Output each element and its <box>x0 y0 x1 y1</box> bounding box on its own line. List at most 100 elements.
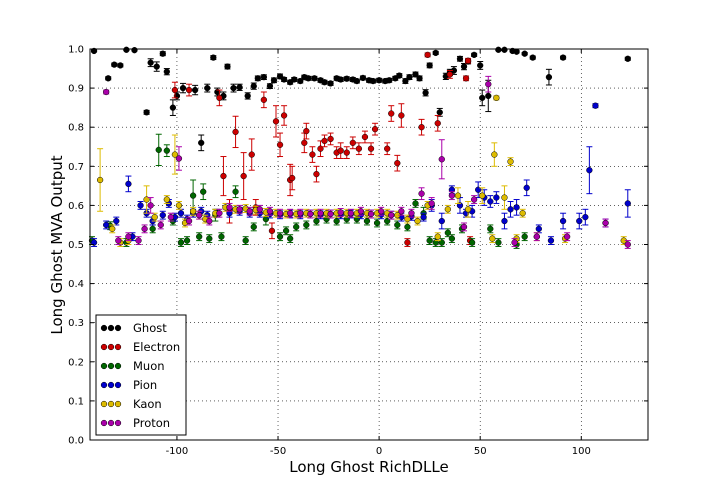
legend-proton-label: Proton <box>133 416 170 430</box>
ghost-point <box>230 84 237 92</box>
pion-point <box>582 213 589 221</box>
ghost-point <box>521 50 528 57</box>
legend-muon-marker <box>100 362 108 370</box>
kaon-point <box>143 196 150 203</box>
ghost-point <box>353 77 361 85</box>
pion-point <box>576 217 583 225</box>
electron-point <box>303 127 310 135</box>
ghost-point <box>291 76 298 83</box>
muon-point <box>183 237 191 244</box>
electron-point <box>464 57 472 64</box>
electron-point <box>343 149 350 156</box>
legend: Ghost Electron Muon Pion Kaon Proton <box>95 314 187 436</box>
proton-point <box>327 210 334 218</box>
muon-point <box>313 217 320 225</box>
legend-pion-marker <box>114 381 122 389</box>
electron-point <box>394 160 401 167</box>
legend-electron-label: Electron <box>133 340 180 354</box>
legend-ghost-label: Ghost <box>133 321 167 335</box>
y-tick-label: 0.7 <box>68 162 84 173</box>
ghost-point <box>270 77 278 84</box>
electron-point <box>171 86 179 94</box>
ghost-point <box>559 54 567 61</box>
proton-point <box>563 233 571 240</box>
proton-point <box>276 210 284 217</box>
pion-point <box>438 217 445 225</box>
kaon-point <box>454 192 462 199</box>
electron-point <box>388 110 395 117</box>
ghost-point <box>432 49 439 57</box>
legend-kaon-marker <box>100 400 108 408</box>
kaon-point <box>171 151 179 158</box>
proton-point <box>135 237 142 244</box>
muon-point <box>521 233 528 240</box>
proton-point <box>115 237 122 244</box>
electron-point <box>317 145 324 152</box>
electron-point <box>384 145 391 152</box>
ghost-point <box>153 63 160 70</box>
kaon-point <box>96 176 104 184</box>
ghost-point <box>416 75 423 82</box>
ghost-point <box>266 82 274 90</box>
kaon-point <box>519 210 526 217</box>
legend-pion-marker <box>100 381 108 389</box>
proton-point <box>287 210 294 217</box>
proton-point <box>438 156 445 163</box>
electron-point <box>327 135 334 143</box>
x-tick-label: -50 <box>270 446 286 457</box>
ghost-point <box>501 46 508 53</box>
proton-point <box>448 192 456 199</box>
pion-point <box>113 217 120 225</box>
electron-point <box>367 145 375 152</box>
muon-point <box>404 223 411 231</box>
proton-point <box>418 190 425 197</box>
electron-point <box>216 94 223 102</box>
proton-point <box>216 210 223 217</box>
muon-point <box>438 239 445 246</box>
muon-point <box>177 239 185 246</box>
pion-point <box>487 198 494 205</box>
pion-point <box>507 206 514 213</box>
muon-point <box>426 237 433 244</box>
ghost-point <box>111 61 118 68</box>
muon-point <box>282 227 290 234</box>
kaon-point <box>434 233 441 240</box>
muon-point <box>363 217 371 225</box>
proton-point <box>266 208 274 215</box>
ghost-point <box>214 88 221 96</box>
muon-point <box>149 225 156 233</box>
kaon-point <box>414 217 421 225</box>
ghost-point <box>460 63 468 70</box>
ghost-point <box>477 62 484 69</box>
electron-point <box>337 147 344 154</box>
x-tick-label: 100 <box>572 446 591 457</box>
ghost-point <box>159 50 166 57</box>
proton-point <box>125 233 132 240</box>
legend-electron-marker <box>100 343 108 351</box>
ghost-point <box>147 59 154 66</box>
muon-point <box>155 146 162 154</box>
kaon-point <box>189 208 197 215</box>
electron-point <box>309 151 316 158</box>
electron-point <box>280 112 288 119</box>
legend-proton-marker <box>107 419 115 427</box>
ghost-point <box>369 77 377 85</box>
ghost-point <box>529 54 536 61</box>
proton-point <box>460 223 468 231</box>
muon-point <box>242 237 249 244</box>
ghost-point <box>479 94 486 102</box>
muon-point <box>448 235 456 242</box>
proton-point <box>256 206 263 213</box>
ghost-point <box>250 82 257 90</box>
y-axis-title: Long Ghost MVA Output <box>48 155 66 334</box>
ghost-point <box>210 54 217 61</box>
electron-point <box>398 112 405 119</box>
y-tick-label: 0.9 <box>68 84 84 95</box>
pion-point <box>159 212 166 219</box>
ghost-point <box>470 51 478 59</box>
ghost-point <box>426 62 433 69</box>
muon-point <box>412 200 419 207</box>
proton-point <box>398 208 405 215</box>
y-tick-label: 0.6 <box>68 201 84 212</box>
x-tick-label: 0 <box>376 446 382 457</box>
